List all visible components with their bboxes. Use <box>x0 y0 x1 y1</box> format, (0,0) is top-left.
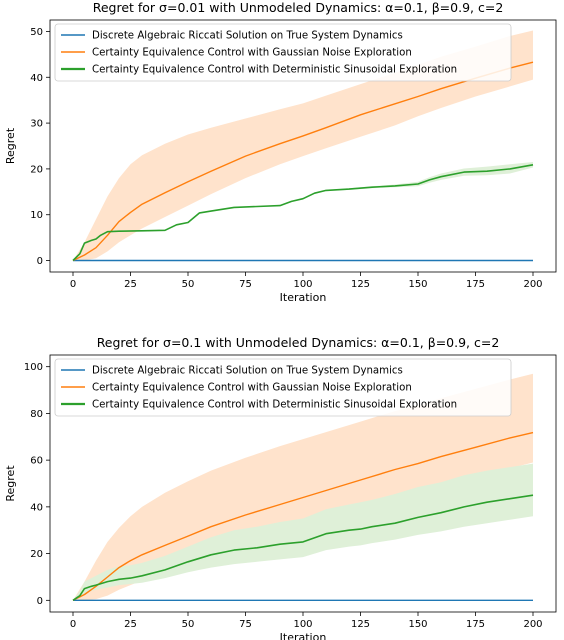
x-tick-label: 0 <box>70 279 76 290</box>
band-series-2 <box>73 463 533 601</box>
line-series-2 <box>72 494 534 601</box>
band-series-1 <box>73 30 533 261</box>
legend-entry-riccati: Discrete Algebraic Riccati Solution on T… <box>61 31 403 42</box>
x-tick-label: 100 <box>293 279 312 290</box>
x-tick-label: 175 <box>466 279 485 290</box>
x-axis-label: Iteration <box>280 291 327 304</box>
y-tick-label: 40 <box>30 502 43 513</box>
x-tick-label: 125 <box>351 619 370 630</box>
legend-label: Certainty Equivalence Control with Deter… <box>92 400 457 411</box>
y-tick-label: 80 <box>30 409 43 420</box>
y-tick-label: 50 <box>30 27 43 38</box>
x-tick-label: 150 <box>408 619 427 630</box>
chart-title: Regret for σ=0.01 with Unmodeled Dynamic… <box>93 0 504 15</box>
legend-label: Certainty Equivalence Control with Gauss… <box>92 383 412 394</box>
line-series-1 <box>72 431 534 601</box>
legend: Discrete Algebraic Riccati Solution on T… <box>54 358 512 417</box>
legend-entry-gaussian: Certainty Equivalence Control with Gauss… <box>61 48 412 59</box>
legend-entry-sinusoidal: Certainty Equivalence Control with Deter… <box>61 400 457 411</box>
legend: Discrete Algebraic Riccati Solution on T… <box>54 23 512 82</box>
x-axis-label: Iteration <box>280 631 327 640</box>
regret-chart-sigma-0.01: Regret for σ=0.01 with Unmodeled Dynamic… <box>4 0 557 304</box>
x-tick-label: 200 <box>523 279 542 290</box>
chart-title: Regret for σ=0.1 with Unmodeled Dynamics… <box>97 335 500 350</box>
x-tick-label: 150 <box>408 279 427 290</box>
legend-label: Discrete Algebraic Riccati Solution on T… <box>92 31 403 42</box>
x-axis-ticks: 0 25 50 75 100 125 150 175 200 <box>70 612 543 630</box>
x-tick-label: 25 <box>124 279 137 290</box>
x-tick-label: 75 <box>239 279 252 290</box>
x-tick-label: 125 <box>351 279 370 290</box>
x-tick-label: 100 <box>293 619 312 630</box>
legend-entry-gaussian: Certainty Equivalence Control with Gauss… <box>61 383 412 394</box>
y-axis-label: Regret <box>4 127 17 164</box>
x-axis-ticks: 0 25 50 75 100 125 150 175 200 <box>70 272 543 290</box>
confidence-bands <box>73 373 533 601</box>
x-tick-label: 75 <box>239 619 252 630</box>
legend-label: Discrete Algebraic Riccati Solution on T… <box>92 366 403 377</box>
x-tick-label: 0 <box>70 619 76 630</box>
y-tick-label: 40 <box>30 73 43 84</box>
series-lines <box>72 431 534 601</box>
y-axis-ticks: 0 20 40 60 80 100 <box>24 362 50 607</box>
x-tick-label: 50 <box>182 279 195 290</box>
y-tick-label: 100 <box>24 362 43 373</box>
legend-entry-riccati: Discrete Algebraic Riccati Solution on T… <box>61 366 403 377</box>
x-tick-label: 175 <box>466 619 485 630</box>
legend-box <box>54 358 512 417</box>
y-tick-label: 0 <box>37 256 43 267</box>
legend-entry-sinusoidal: Certainty Equivalence Control with Deter… <box>61 65 457 76</box>
band-series-1 <box>73 373 533 601</box>
y-tick-label: 60 <box>30 456 43 467</box>
y-axis-ticks: 0 10 20 30 40 50 <box>30 27 50 267</box>
regret-chart-sigma-0.1: Regret for σ=0.1 with Unmodeled Dynamics… <box>4 335 557 640</box>
y-tick-label: 30 <box>30 119 43 130</box>
y-tick-label: 20 <box>30 164 43 175</box>
line-series-2 <box>72 164 534 262</box>
legend-label: Certainty Equivalence Control with Deter… <box>92 65 457 76</box>
series-lines <box>72 61 534 262</box>
y-tick-label: 0 <box>37 596 43 607</box>
y-tick-label: 10 <box>30 210 43 221</box>
legend-box <box>54 23 512 82</box>
y-tick-label: 20 <box>30 549 43 560</box>
x-tick-label: 50 <box>182 619 195 630</box>
x-tick-label: 200 <box>523 619 542 630</box>
y-axis-label: Regret <box>4 465 17 502</box>
x-tick-label: 25 <box>124 619 137 630</box>
legend-label: Certainty Equivalence Control with Gauss… <box>92 48 412 59</box>
